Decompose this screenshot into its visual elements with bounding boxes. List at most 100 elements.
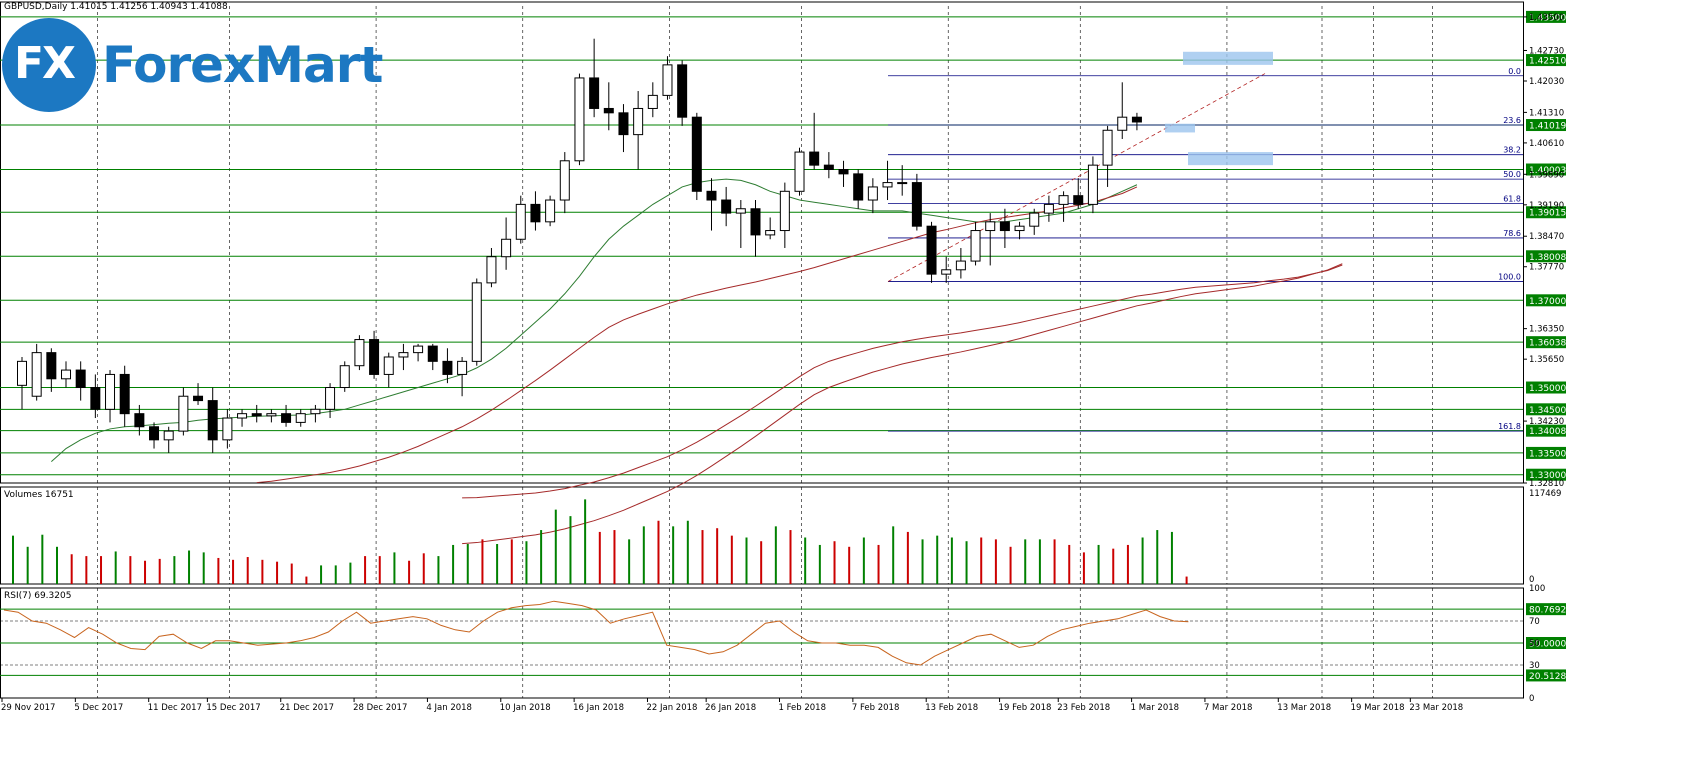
candle-body — [867, 186, 878, 201]
candle-body — [721, 199, 732, 214]
main-pane-frame — [0, 1, 1524, 484]
level-price-tag — [1526, 403, 1566, 416]
candle-body — [369, 339, 380, 375]
rsi-label: RSI(7) 69.3205 — [4, 591, 71, 601]
level-price-tag — [1526, 381, 1566, 394]
rsi-tick-label: 50 — [1529, 639, 1540, 649]
entry-zone — [1165, 123, 1195, 133]
time-tick-label: 13 Mar 2018 — [1277, 703, 1331, 713]
candle-body — [193, 395, 204, 402]
time-tick-label: 29 Nov 2017 — [1, 703, 55, 713]
time-tick-label: 23 Mar 2018 — [1409, 703, 1463, 713]
logo-circle: FX — [2, 18, 96, 112]
candle-body — [339, 365, 350, 389]
fib-level-label: 78.6 — [1503, 229, 1521, 238]
candle-body — [530, 203, 541, 223]
candle-body — [574, 77, 585, 162]
price-tick-label: 1.39190 — [1529, 201, 1564, 211]
level-price-label: 1.43500 — [1529, 13, 1566, 23]
price-tick-label: 1.40610 — [1529, 139, 1564, 149]
candle-body — [134, 413, 145, 428]
candle-body — [603, 107, 614, 114]
time-tick-label: 19 Feb 2018 — [999, 703, 1052, 713]
price-tick-label: 1.42730 — [1529, 46, 1564, 56]
level-price-tag — [1526, 119, 1566, 132]
candle-body — [486, 256, 497, 284]
level-price-tag — [1526, 206, 1566, 219]
candle-body — [281, 413, 292, 423]
rsi-level-tag — [1526, 603, 1566, 616]
rsi-tick-label: 70 — [1529, 617, 1540, 627]
fib-level-label: 0.0 — [1508, 67, 1521, 76]
candle-body — [589, 77, 600, 109]
logo-mark: FX — [14, 38, 76, 89]
volume-zero-label: 0 — [1529, 575, 1534, 585]
candle-body — [105, 373, 116, 410]
candle-body — [897, 182, 908, 185]
volume-max-label: 117469 — [1529, 489, 1561, 499]
resistance-zone — [1183, 51, 1273, 65]
candle-body — [1043, 203, 1054, 214]
level-price-label: 1.36038 — [1529, 339, 1566, 349]
candle-body — [325, 387, 336, 410]
price-tick-label: 1.42030 — [1529, 77, 1564, 87]
candle-body — [794, 151, 805, 192]
rsi-line — [3, 600, 1189, 666]
candle-body — [545, 199, 556, 223]
level-price-tag — [1526, 424, 1566, 437]
time-tick-label: 1 Mar 2018 — [1131, 703, 1179, 713]
candle-body — [633, 107, 644, 136]
forexmart-logo: FX ForexMart — [2, 18, 383, 112]
level-price-label: 1.40003 — [1529, 166, 1566, 176]
logo-name: ForexMart — [102, 36, 383, 94]
candle-body — [823, 164, 834, 171]
candle-body — [149, 426, 160, 441]
candle-body — [17, 360, 27, 386]
candle-body — [911, 182, 922, 227]
candle-body — [706, 190, 717, 201]
price-tick-label: 1.39890 — [1529, 170, 1564, 180]
level-price-label: 1.41019 — [1529, 122, 1566, 132]
time-tick-label: 26 Jan 2018 — [705, 703, 756, 713]
candle-body — [90, 387, 101, 410]
time-tick-label: 10 Jan 2018 — [500, 703, 551, 713]
rsi-level-label: 50.0000 — [1529, 640, 1566, 650]
level-price-label: 1.38008 — [1529, 253, 1566, 263]
level-price-label: 1.35000 — [1529, 384, 1566, 394]
candle-body — [955, 260, 966, 271]
candle-body — [691, 116, 702, 192]
fib-level-label: 61.8 — [1503, 195, 1521, 204]
fib-level-label: 50.0 — [1503, 170, 1521, 179]
candle-body — [1058, 195, 1069, 205]
rsi-tick-label: 0 — [1529, 694, 1534, 704]
candle-body — [765, 230, 776, 236]
candle-body — [222, 417, 233, 441]
candle-body — [1014, 225, 1025, 232]
volume-label: Volumes 16751 — [4, 490, 74, 500]
time-tick-label: 11 Dec 2017 — [148, 703, 202, 713]
candle-body — [398, 352, 409, 358]
time-tick-label: 5 Dec 2017 — [74, 703, 123, 713]
candle-body — [1087, 164, 1098, 205]
candle-body — [46, 352, 57, 380]
candle-body — [1073, 195, 1084, 205]
candle-body — [310, 408, 321, 415]
candle-body — [853, 173, 864, 201]
candle-body — [75, 369, 86, 389]
price-tick-label: 1.36350 — [1529, 325, 1564, 335]
level-price-label: 1.33500 — [1529, 449, 1566, 459]
level-price-label: 1.34500 — [1529, 406, 1566, 416]
price-tick-label: 1.37770 — [1529, 263, 1564, 273]
candle-body — [882, 182, 893, 188]
candle-body — [266, 413, 277, 417]
time-tick-label: 15 Dec 2017 — [206, 703, 260, 713]
level-price-label: 1.39015 — [1529, 209, 1566, 219]
candle-body — [662, 64, 673, 96]
chart-header: GBPUSD,Daily 1.41015 1.41256 1.40943 1.4… — [4, 2, 228, 12]
candle-body — [178, 395, 189, 432]
level-price-label: 1.33000 — [1529, 471, 1566, 481]
candle-body — [735, 208, 746, 214]
candle-body — [985, 221, 996, 232]
candle-body — [413, 345, 424, 354]
rsi-level-label: 20.5128 — [1529, 672, 1566, 682]
